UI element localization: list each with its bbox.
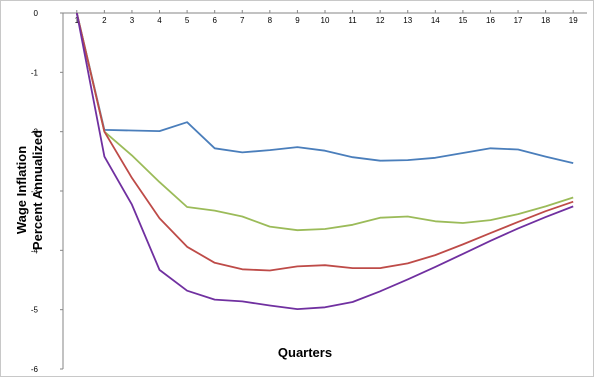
x-tick-label: 16 — [486, 16, 495, 25]
series-layer — [75, 12, 574, 311]
x-tick-label: 5 — [185, 16, 190, 25]
x-tick-label: 17 — [514, 16, 523, 25]
x-tick-label: 10 — [321, 16, 330, 25]
x-tick-label: 11 — [348, 16, 357, 25]
x-tick-label: 7 — [240, 16, 245, 25]
y-tick-labels: 0 -1 -2 -3 -4 -5 -6 — [31, 9, 63, 374]
series-line-1 — [75, 12, 574, 164]
x-tick-label: 8 — [268, 16, 273, 25]
x-tick-label: 4 — [157, 16, 162, 25]
x-tick-label: 9 — [295, 16, 300, 25]
y-tick-label: -4 — [31, 246, 39, 255]
x-tick-label: 14 — [431, 16, 440, 25]
y-tick-label: 0 — [34, 9, 39, 18]
x-tick-label: 12 — [376, 16, 385, 25]
x-tick-label: 18 — [541, 16, 550, 25]
x-axis-title: Quarters — [278, 345, 332, 360]
y-axis-title-line-2: Percent Annualized — [30, 130, 45, 250]
series-line-3 — [75, 12, 574, 272]
x-tick-label: 3 — [130, 16, 135, 25]
series-line-4 — [75, 12, 574, 311]
x-tick-labels: 1 2 3 4 5 6 7 8 9 10 11 12 13 14 15 16 17 18 19 — [75, 10, 578, 25]
y-tick-label: -1 — [31, 68, 39, 77]
x-tick-label: 19 — [569, 16, 578, 25]
y-tick-label: -3 — [31, 187, 39, 196]
series-line-2 — [75, 12, 574, 232]
x-tick-label: 2 — [102, 16, 107, 25]
x-tick-label: 6 — [212, 16, 217, 25]
y-tick-label: -6 — [31, 365, 39, 374]
y-tick-label: -5 — [31, 306, 39, 315]
y-axis-title-line-1: Wage Inflation — [14, 146, 29, 234]
y-tick-label: -2 — [31, 128, 39, 137]
x-tick-label: 1 — [75, 16, 80, 25]
x-tick-label: 13 — [403, 16, 412, 25]
x-tick-label: 15 — [458, 16, 467, 25]
